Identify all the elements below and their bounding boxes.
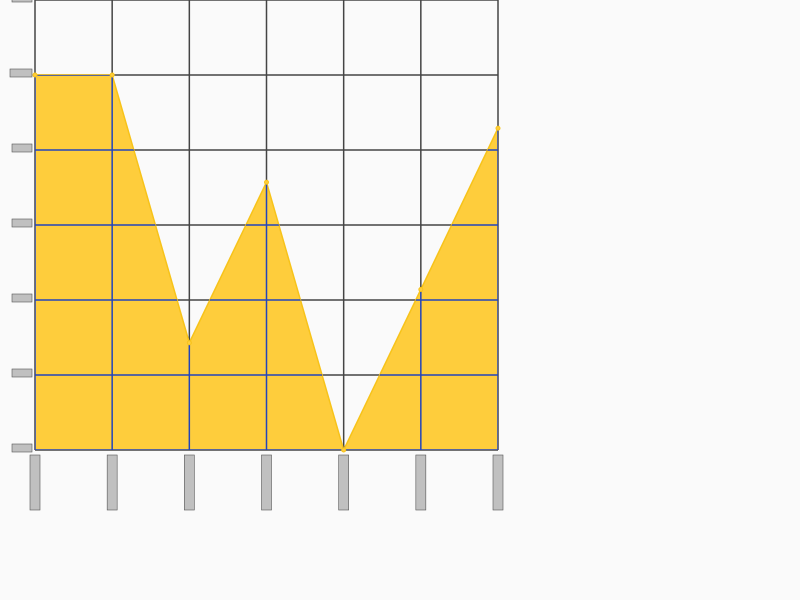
y-tick-label-4 bbox=[11, 143, 33, 153]
y-tick-label-6 bbox=[11, 0, 33, 3]
data-point-1 bbox=[109, 72, 115, 78]
x-tick-label-5 bbox=[415, 454, 427, 511]
data-point-5 bbox=[418, 287, 424, 292]
x-axis-tick-labels bbox=[29, 454, 504, 511]
x-tick-label-6 bbox=[492, 454, 504, 511]
x-tick-label-2 bbox=[184, 454, 195, 511]
y-axis-tick-labels bbox=[9, 0, 33, 453]
data-point-6 bbox=[495, 125, 501, 131]
x-tick-label-3 bbox=[261, 454, 272, 511]
x-tick-label-4 bbox=[338, 454, 349, 511]
y-tick-label-3 bbox=[11, 218, 33, 228]
x-tick-label-1 bbox=[106, 454, 118, 511]
data-point-4 bbox=[341, 447, 347, 453]
y-tick-label-5 bbox=[9, 68, 33, 78]
y-tick-label-2 bbox=[11, 293, 33, 303]
y-tick-label-0 bbox=[11, 443, 33, 453]
y-tick-label-1 bbox=[11, 368, 33, 378]
data-points bbox=[32, 72, 501, 453]
data-point-0 bbox=[32, 72, 38, 78]
data-point-2 bbox=[186, 340, 192, 346]
x-tick-label-0 bbox=[29, 454, 41, 511]
data-point-3 bbox=[264, 179, 269, 185]
